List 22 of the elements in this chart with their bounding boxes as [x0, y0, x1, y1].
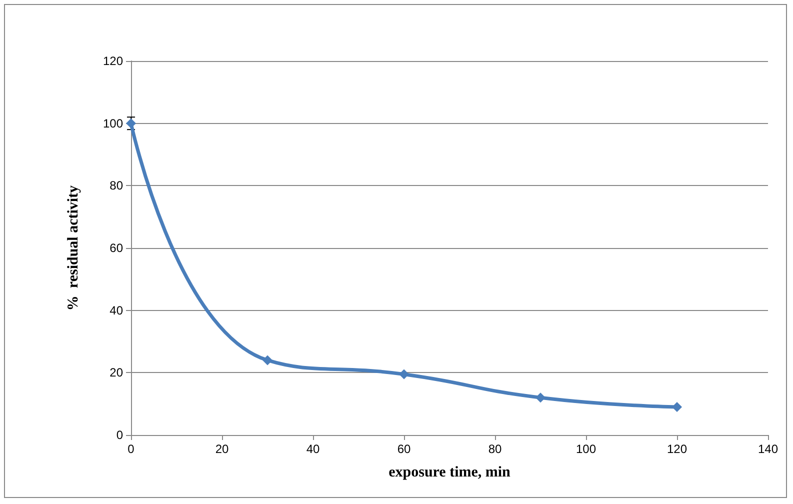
y-tick-label: 60 [110, 241, 124, 255]
point [536, 392, 546, 403]
y-tick-label: 0 [116, 428, 124, 442]
x-tick-label: 20 [215, 442, 229, 456]
y-tick-label: 120 [102, 54, 124, 68]
x-axis-title: exposure time, min [388, 464, 512, 480]
y-tick-label: 80 [110, 178, 124, 193]
x-tick-label: 100 [576, 442, 596, 456]
x-tick-label: 120 [666, 442, 688, 456]
y-tick-label: 100 [102, 116, 124, 130]
x-tick-label: 0 [128, 442, 135, 456]
y-axis-title: % residual activity [66, 184, 82, 311]
y-tick-label: 40 [110, 303, 124, 318]
x-tick-label: 140 [758, 442, 778, 456]
y-tick-label: 20 [110, 366, 124, 380]
point [399, 369, 409, 380]
x-tick-label: 60 [397, 442, 411, 456]
point [126, 118, 136, 128]
x-tick-label: 40 [306, 442, 320, 456]
point [262, 355, 272, 366]
point [672, 402, 682, 412]
x-tick-label: 80 [488, 442, 502, 456]
